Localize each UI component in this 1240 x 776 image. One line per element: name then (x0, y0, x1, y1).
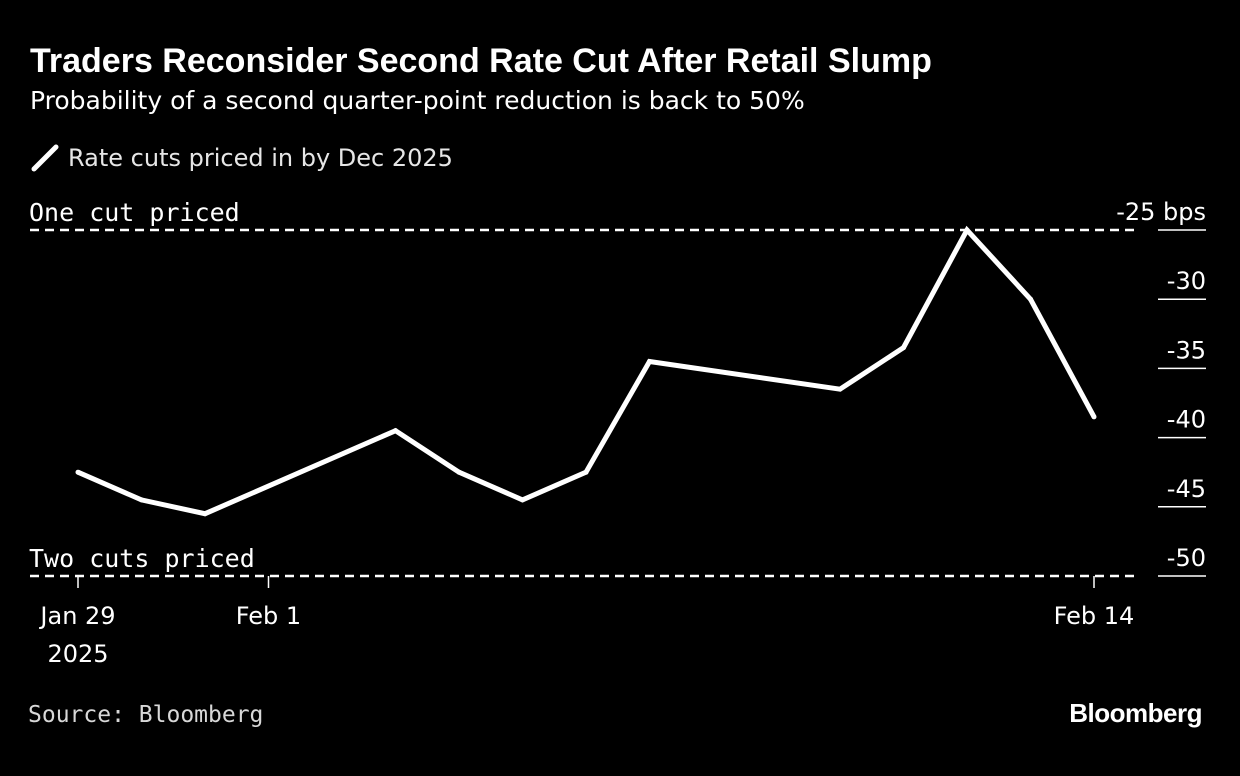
y-tick-label: -35 (1167, 336, 1206, 364)
chart-subtitle: Probability of a second quarter-point re… (30, 86, 805, 115)
data-point (456, 469, 462, 475)
source-note: Source: Bloomberg (28, 702, 264, 728)
plot-area (75, 225, 1097, 517)
x-tick-label: Feb 1 (236, 602, 301, 630)
reference-line-label: Two cuts priced (29, 544, 255, 573)
y-tick-label: -50 (1167, 544, 1206, 572)
data-point (1091, 414, 1097, 420)
chart-title: Traders Reconsider Second Rate Cut After… (30, 42, 932, 80)
x-tick-label: Feb 14 (1054, 602, 1135, 630)
reference-line-label: One cut priced (29, 198, 240, 227)
line-swatch-icon (31, 144, 59, 172)
data-point (520, 497, 525, 503)
data-point (647, 358, 652, 364)
data-point (75, 469, 81, 475)
reference-lines: One cut priced Two cuts priced (29, 198, 1140, 578)
x-tick-sublabel: 2025 (47, 640, 108, 668)
data-point (393, 428, 398, 434)
bloomberg-logo: Bloomberg (1069, 698, 1202, 728)
data-point (901, 345, 906, 351)
legend-label: Rate cuts priced in by Dec 2025 (68, 144, 453, 172)
legend: Rate cuts priced in by Dec 2025 (30, 140, 453, 176)
y-tick-label: -25 bps (1116, 198, 1206, 226)
y-tick-label: -45 (1167, 475, 1206, 503)
data-point (139, 497, 144, 503)
y-tick-label: -40 (1167, 406, 1206, 434)
y-axis: -25 bps -30 -35 -40 -45 -50 (1116, 198, 1206, 577)
x-tick-label: Jan 29 (38, 602, 115, 630)
data-point (583, 469, 589, 475)
y-tick-label: -30 (1167, 267, 1206, 295)
x-axis: Jan 29 2025 Feb 1 Feb 14 (38, 576, 1134, 668)
data-point (202, 511, 208, 517)
data-point (964, 227, 970, 233)
data-point (837, 386, 843, 392)
data-point (1028, 296, 1033, 302)
